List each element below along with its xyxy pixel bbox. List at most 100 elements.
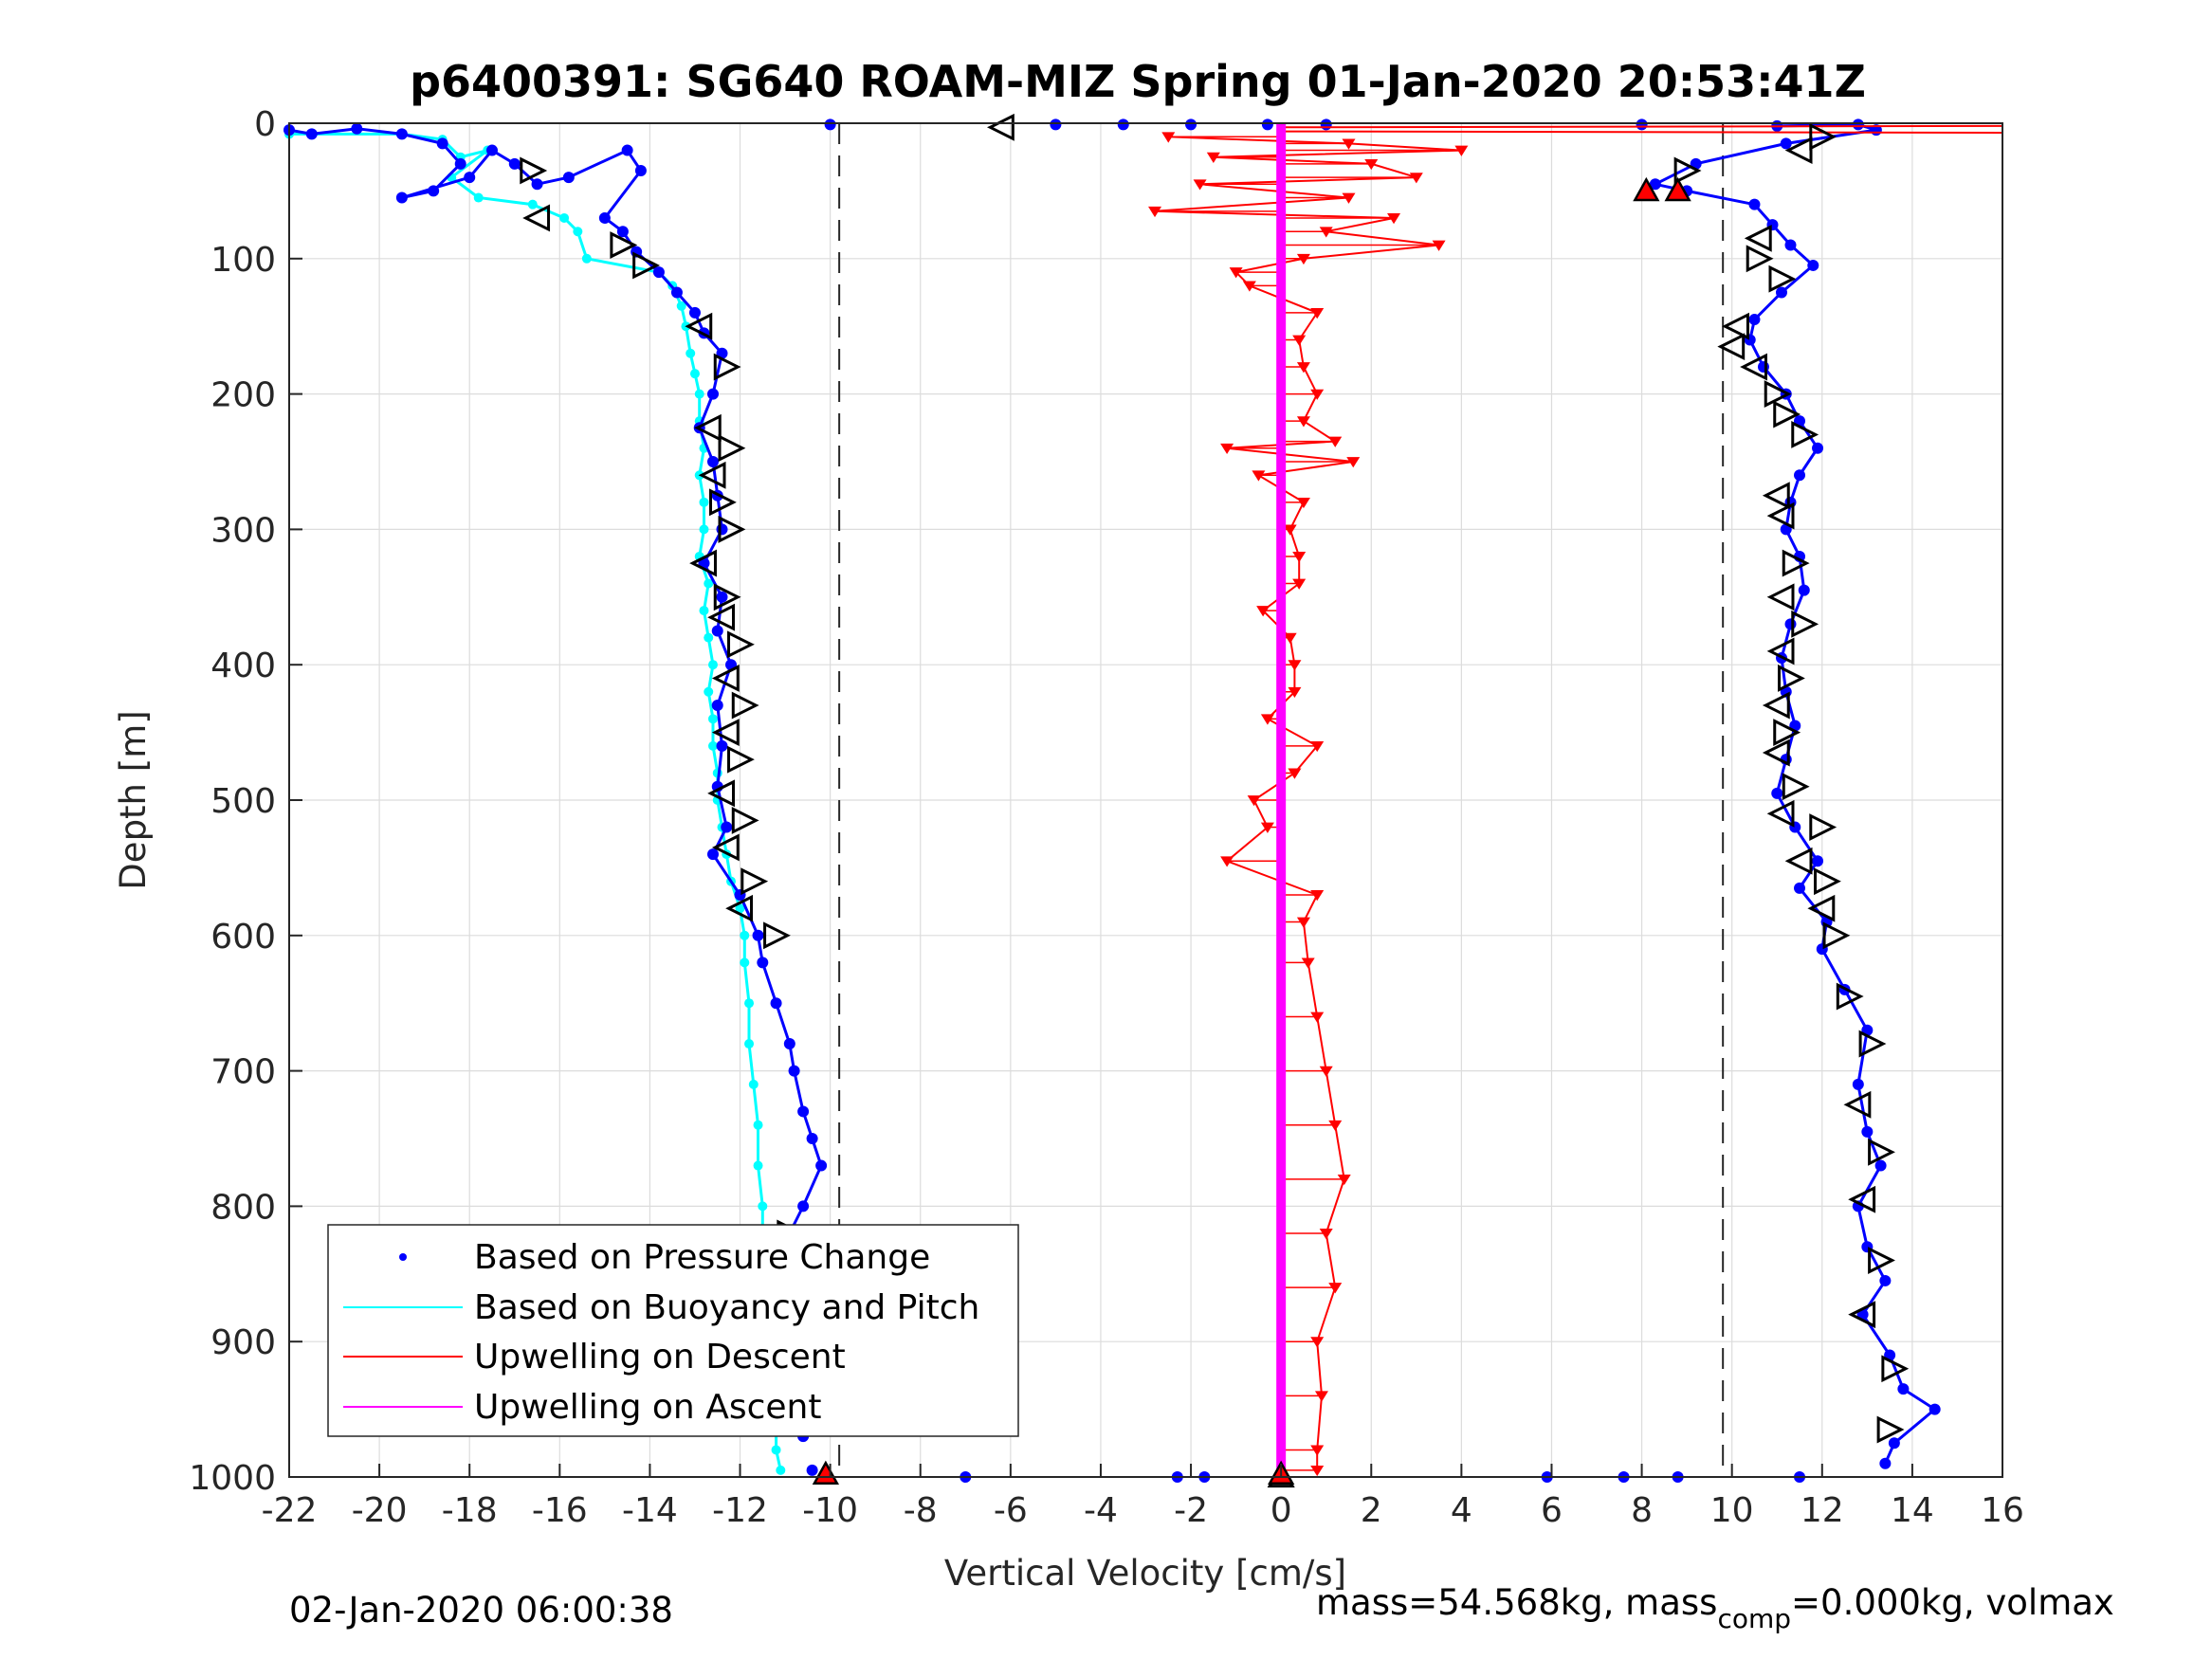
pressure-descent-point	[616, 226, 629, 238]
tick-layer: -22 -20 -18 -16 -14 -12 -10 -8 -6 -4 -2 0 2 4 6 8 10 12 14…	[189, 105, 2024, 1530]
pressure-descent-point	[706, 848, 719, 861]
x-tick-label: -14	[622, 1491, 678, 1530]
turn-marker-triangle	[1836, 982, 1864, 1011]
x-tick-label: -22	[262, 1491, 318, 1530]
pressure-ascent-point	[1897, 1383, 1910, 1395]
turn-marker-triangle	[1768, 264, 1797, 293]
turn-marker-triangle	[1778, 665, 1805, 692]
pressure-descent-point	[508, 157, 521, 170]
pressure-descent-point	[783, 1038, 795, 1050]
turn-marker-triangle	[1791, 421, 1819, 448]
x-tick-label: -4	[1084, 1491, 1118, 1530]
turn-marker-triangle	[1766, 637, 1795, 665]
pressure-ascent-point	[1794, 882, 1806, 894]
buoyancy-point	[527, 199, 538, 210]
pressure-descent-point	[716, 739, 728, 752]
turn-marker-triangle	[1762, 738, 1790, 767]
pressure-ascent-point	[1780, 137, 1792, 150]
turn-marker-triangle	[1773, 719, 1801, 747]
pressure-ascent-point	[1879, 1457, 1892, 1469]
buoyancy-point	[573, 227, 583, 237]
pressure-descent-point	[770, 997, 782, 1010]
pressure-ascent-point	[1874, 1159, 1887, 1172]
pressure-descent-point	[454, 157, 466, 170]
turn-marker-triangle	[1868, 1138, 1895, 1166]
buoyancy-point	[707, 740, 718, 751]
turn-marker-triangle	[1746, 245, 1774, 273]
turn-marker-triangle	[1766, 799, 1795, 828]
turn-marker-triangle	[1740, 353, 1767, 381]
pressure-descent-point	[436, 137, 448, 150]
descent-upwelling-line	[1154, 136, 1462, 1470]
buoyancy-point	[753, 1120, 763, 1130]
turn-marker-triangle	[1784, 137, 1813, 164]
pressure-descent-point	[562, 172, 575, 184]
turn-marker-triangle	[718, 434, 746, 463]
turn-marker-triangle	[1822, 921, 1851, 950]
buoyancy-point	[704, 578, 714, 589]
pressure-descent-point	[688, 306, 701, 319]
pressure-ascent-point	[1852, 118, 1864, 131]
buoyancy-point	[744, 1039, 755, 1049]
pressure-descent-point	[670, 286, 683, 299]
y-tick-label: 500	[210, 782, 276, 821]
buoyancy-point	[559, 212, 570, 223]
pressure-ascent-point	[1261, 118, 1273, 131]
turn-marker-triangle	[1814, 867, 1841, 896]
turn-marker-triangle	[610, 231, 638, 259]
pressure-descent-point	[395, 191, 408, 204]
pressure-descent-point	[395, 128, 408, 140]
descent-upwelling-surface-line	[1281, 130, 2003, 134]
pressure-descent-point	[815, 1159, 828, 1172]
buoyancy-point	[704, 686, 714, 697]
x-tick-label: -6	[994, 1491, 1028, 1530]
buoyancy-point	[707, 660, 718, 670]
x-axis-label: Vertical Velocity [cm/s]	[944, 1553, 1346, 1594]
buoyancy-point	[740, 930, 750, 940]
x-tick-label: 2	[1361, 1491, 1382, 1530]
turn-marker-triangle	[711, 665, 740, 692]
legend-swatch-pressure	[399, 1253, 407, 1261]
turn-marker-triangle	[1764, 380, 1792, 409]
turn-marker-triangle	[685, 312, 713, 340]
buoyancy-point	[676, 301, 686, 311]
apogee-marker-triangle	[1633, 176, 1660, 202]
turn-marker-triangle	[1744, 224, 1772, 252]
turn-marker-triangle	[1782, 773, 1810, 801]
turn-marker-triangle	[522, 204, 551, 232]
turn-marker-triangle	[731, 691, 759, 720]
y-axis-label: Depth [m]	[113, 710, 154, 889]
buoyancy-point	[748, 1079, 759, 1089]
footer-mass-subscript: comp	[1717, 1603, 1792, 1634]
marker-layer	[520, 113, 1910, 1488]
turn-marker-triangle	[693, 413, 722, 442]
pressure-descent-point	[706, 456, 719, 467]
pressure-descent-point	[652, 266, 665, 279]
turn-marker-triangle	[727, 745, 755, 774]
buoyancy-point	[771, 1445, 781, 1455]
turn-marker-triangle	[707, 603, 736, 631]
turn-marker-triangle	[1881, 1355, 1910, 1383]
turn-marker-triangle	[763, 921, 791, 950]
turn-marker-triangle	[1791, 610, 1819, 638]
pressure-ascent-point	[1771, 787, 1783, 799]
buoyancy-point	[686, 348, 696, 358]
turn-marker-triangle	[632, 251, 661, 280]
y-tick-label: 100	[210, 241, 276, 280]
legend-label-pressure: Based on Pressure Change	[474, 1238, 930, 1277]
pressure-ascent-point	[1812, 442, 1824, 454]
buoyancy-point	[753, 1160, 763, 1171]
y-tick-label: 800	[210, 1188, 276, 1227]
turn-marker-triangle	[709, 488, 737, 517]
turn-marker-triangle	[1809, 813, 1837, 841]
pressure-ascent-point	[1861, 1125, 1874, 1138]
pressure-ascent-point	[1812, 855, 1824, 867]
descent-upwelling-marker	[1310, 1465, 1325, 1477]
x-tick-label: 12	[1801, 1491, 1844, 1530]
y-tick-label: 0	[254, 105, 276, 144]
turn-marker-triangle	[1868, 1247, 1895, 1274]
descent-upwelling-surface-line	[1281, 124, 2003, 129]
legend-label-buoyancy: Based on Buoyancy and Pitch	[474, 1288, 979, 1327]
turn-marker-triangle	[711, 833, 740, 862]
turn-marker-triangle	[698, 461, 726, 489]
